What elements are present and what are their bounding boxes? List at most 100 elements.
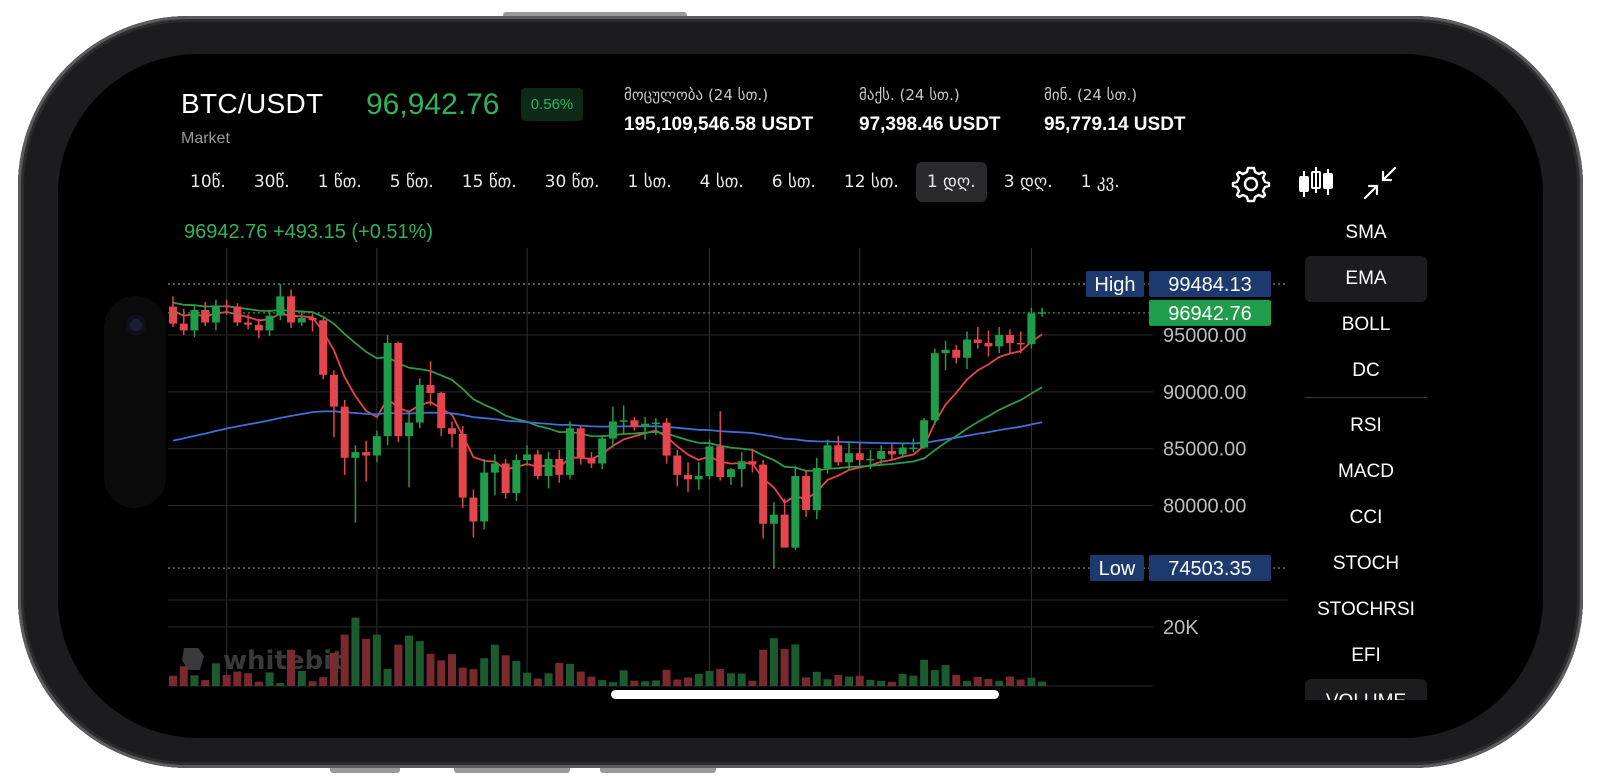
indicator-stochrsi[interactable]: STOCHRSI <box>1317 599 1415 620</box>
candle-body <box>308 317 317 321</box>
volume-bar <box>1016 679 1025 686</box>
volume-bar <box>566 663 575 686</box>
timeframe-option[interactable]: 5 წთ. <box>389 172 434 192</box>
high-label-tag: High <box>1094 274 1135 296</box>
volume-bar <box>297 670 306 686</box>
candlestick-icon[interactable] <box>1296 163 1336 203</box>
indicator-efi[interactable]: EFI <box>1351 645 1381 666</box>
volume-bar <box>866 679 875 686</box>
indicator-cci[interactable]: CCI <box>1349 507 1383 528</box>
high-label-tag-bg <box>1086 271 1144 298</box>
candle-body <box>1038 312 1047 314</box>
timeframe-option[interactable]: 1 წთ. <box>317 172 362 192</box>
candle-body <box>405 422 414 437</box>
collapse-arrows-icon[interactable] <box>1360 163 1400 203</box>
timeframe-option[interactable]: 12 სთ. <box>843 172 899 192</box>
indicator-sma[interactable]: SMA <box>1345 222 1387 243</box>
volume-bar <box>630 680 639 686</box>
volume-bar <box>662 669 671 686</box>
volume-bar <box>190 675 199 686</box>
volume-bar <box>179 666 188 686</box>
volume-bar <box>211 663 220 686</box>
volume-bar <box>748 680 757 686</box>
volume-bar <box>920 659 929 686</box>
indicator-dc[interactable]: DC <box>1352 360 1380 381</box>
volume-bar <box>1005 676 1014 686</box>
volume-bar <box>340 634 349 686</box>
candle-body <box>684 474 693 480</box>
candle-body <box>533 454 542 476</box>
candle-body <box>598 438 607 464</box>
timeframe-option[interactable]: 1 კვ. <box>1080 172 1120 192</box>
candle-body <box>791 475 800 548</box>
timeframe-option-active[interactable]: 1 დღ. <box>915 162 987 202</box>
volume-bar <box>780 648 789 686</box>
indicator-macd[interactable]: MACD <box>1338 461 1394 482</box>
low-24h-value: 95,779.14 USDT <box>1044 114 1186 135</box>
watermark-logo: whitebit <box>223 646 344 676</box>
timeframe-option[interactable]: 10წ. <box>190 172 226 192</box>
candle-body <box>587 457 596 464</box>
market-type: Market <box>181 130 230 147</box>
candle-body <box>372 436 381 456</box>
candle-body <box>1016 342 1025 345</box>
camera-icon <box>126 315 146 335</box>
volume-bar <box>276 683 285 686</box>
timeframe-option[interactable]: 3 დღ. <box>1003 172 1053 192</box>
volume-bar <box>244 673 253 686</box>
timeframe-option[interactable]: 30 წთ. <box>544 172 600 192</box>
timeframe-option[interactable]: 6 სთ. <box>771 172 816 192</box>
candle-body <box>716 446 725 478</box>
timeframe-option[interactable]: 4 სთ. <box>699 172 744 192</box>
high-value-tag-bg <box>1149 271 1271 298</box>
indicator-rsi[interactable]: RSI <box>1350 415 1382 436</box>
volume-bar <box>952 674 961 686</box>
timeframe-option[interactable]: 30წ. <box>253 172 290 192</box>
volume-bar <box>995 680 1004 686</box>
candle-body <box>351 452 360 458</box>
volume-bar <box>877 680 886 686</box>
volume-bar <box>737 673 746 686</box>
indicator-volume[interactable]: VOLUME <box>1305 679 1427 700</box>
candle-body <box>415 385 424 423</box>
candle-body <box>244 322 253 325</box>
candle-body <box>630 420 639 428</box>
candle-body <box>190 309 199 331</box>
candle-body <box>823 445 832 469</box>
candle-body <box>737 461 746 470</box>
trading-pair[interactable]: BTC/USDT <box>181 88 324 119</box>
volume-bar <box>855 675 864 686</box>
candle-body <box>179 323 188 331</box>
candle-body <box>544 458 553 476</box>
indicator-boll[interactable]: BOLL <box>1341 314 1391 335</box>
low-value-tag: 74503.35 <box>1168 558 1251 580</box>
volume-bar <box>362 638 371 686</box>
volume-bar <box>415 641 424 686</box>
volume-bar <box>641 681 650 686</box>
indicator-ema[interactable]: EMA <box>1305 256 1427 302</box>
timeframe-option[interactable]: 1 სთ. <box>627 172 672 192</box>
indicator-stoch[interactable]: STOCH <box>1332 553 1400 574</box>
candle-body <box>759 464 768 524</box>
candle-body <box>319 320 328 375</box>
volume-bar <box>308 681 317 686</box>
gear-icon[interactable] <box>1231 163 1271 203</box>
volume-bar <box>705 670 714 686</box>
volume-bar <box>523 672 532 686</box>
volume-bar <box>319 677 328 686</box>
high-24h-label: მაქს. (24 სთ.) <box>859 86 960 104</box>
volume-bar <box>898 673 907 686</box>
volume-bar <box>469 669 478 686</box>
price-chart[interactable]: 95000.0090000.0085000.0080000.0020K15Mar… <box>168 210 1308 690</box>
candle-body <box>233 306 242 323</box>
candle-body <box>651 422 660 425</box>
candle-body <box>780 514 789 548</box>
volume-bar <box>887 681 896 686</box>
candle-body <box>662 422 671 456</box>
volume-bar <box>984 678 993 686</box>
y-axis-tick-label: 90000.00 <box>1163 382 1246 404</box>
volume-bar <box>802 677 811 686</box>
timeframe-option[interactable]: 15 წთ. <box>461 172 517 192</box>
home-indicator <box>611 690 999 699</box>
volume-bar <box>973 676 982 686</box>
